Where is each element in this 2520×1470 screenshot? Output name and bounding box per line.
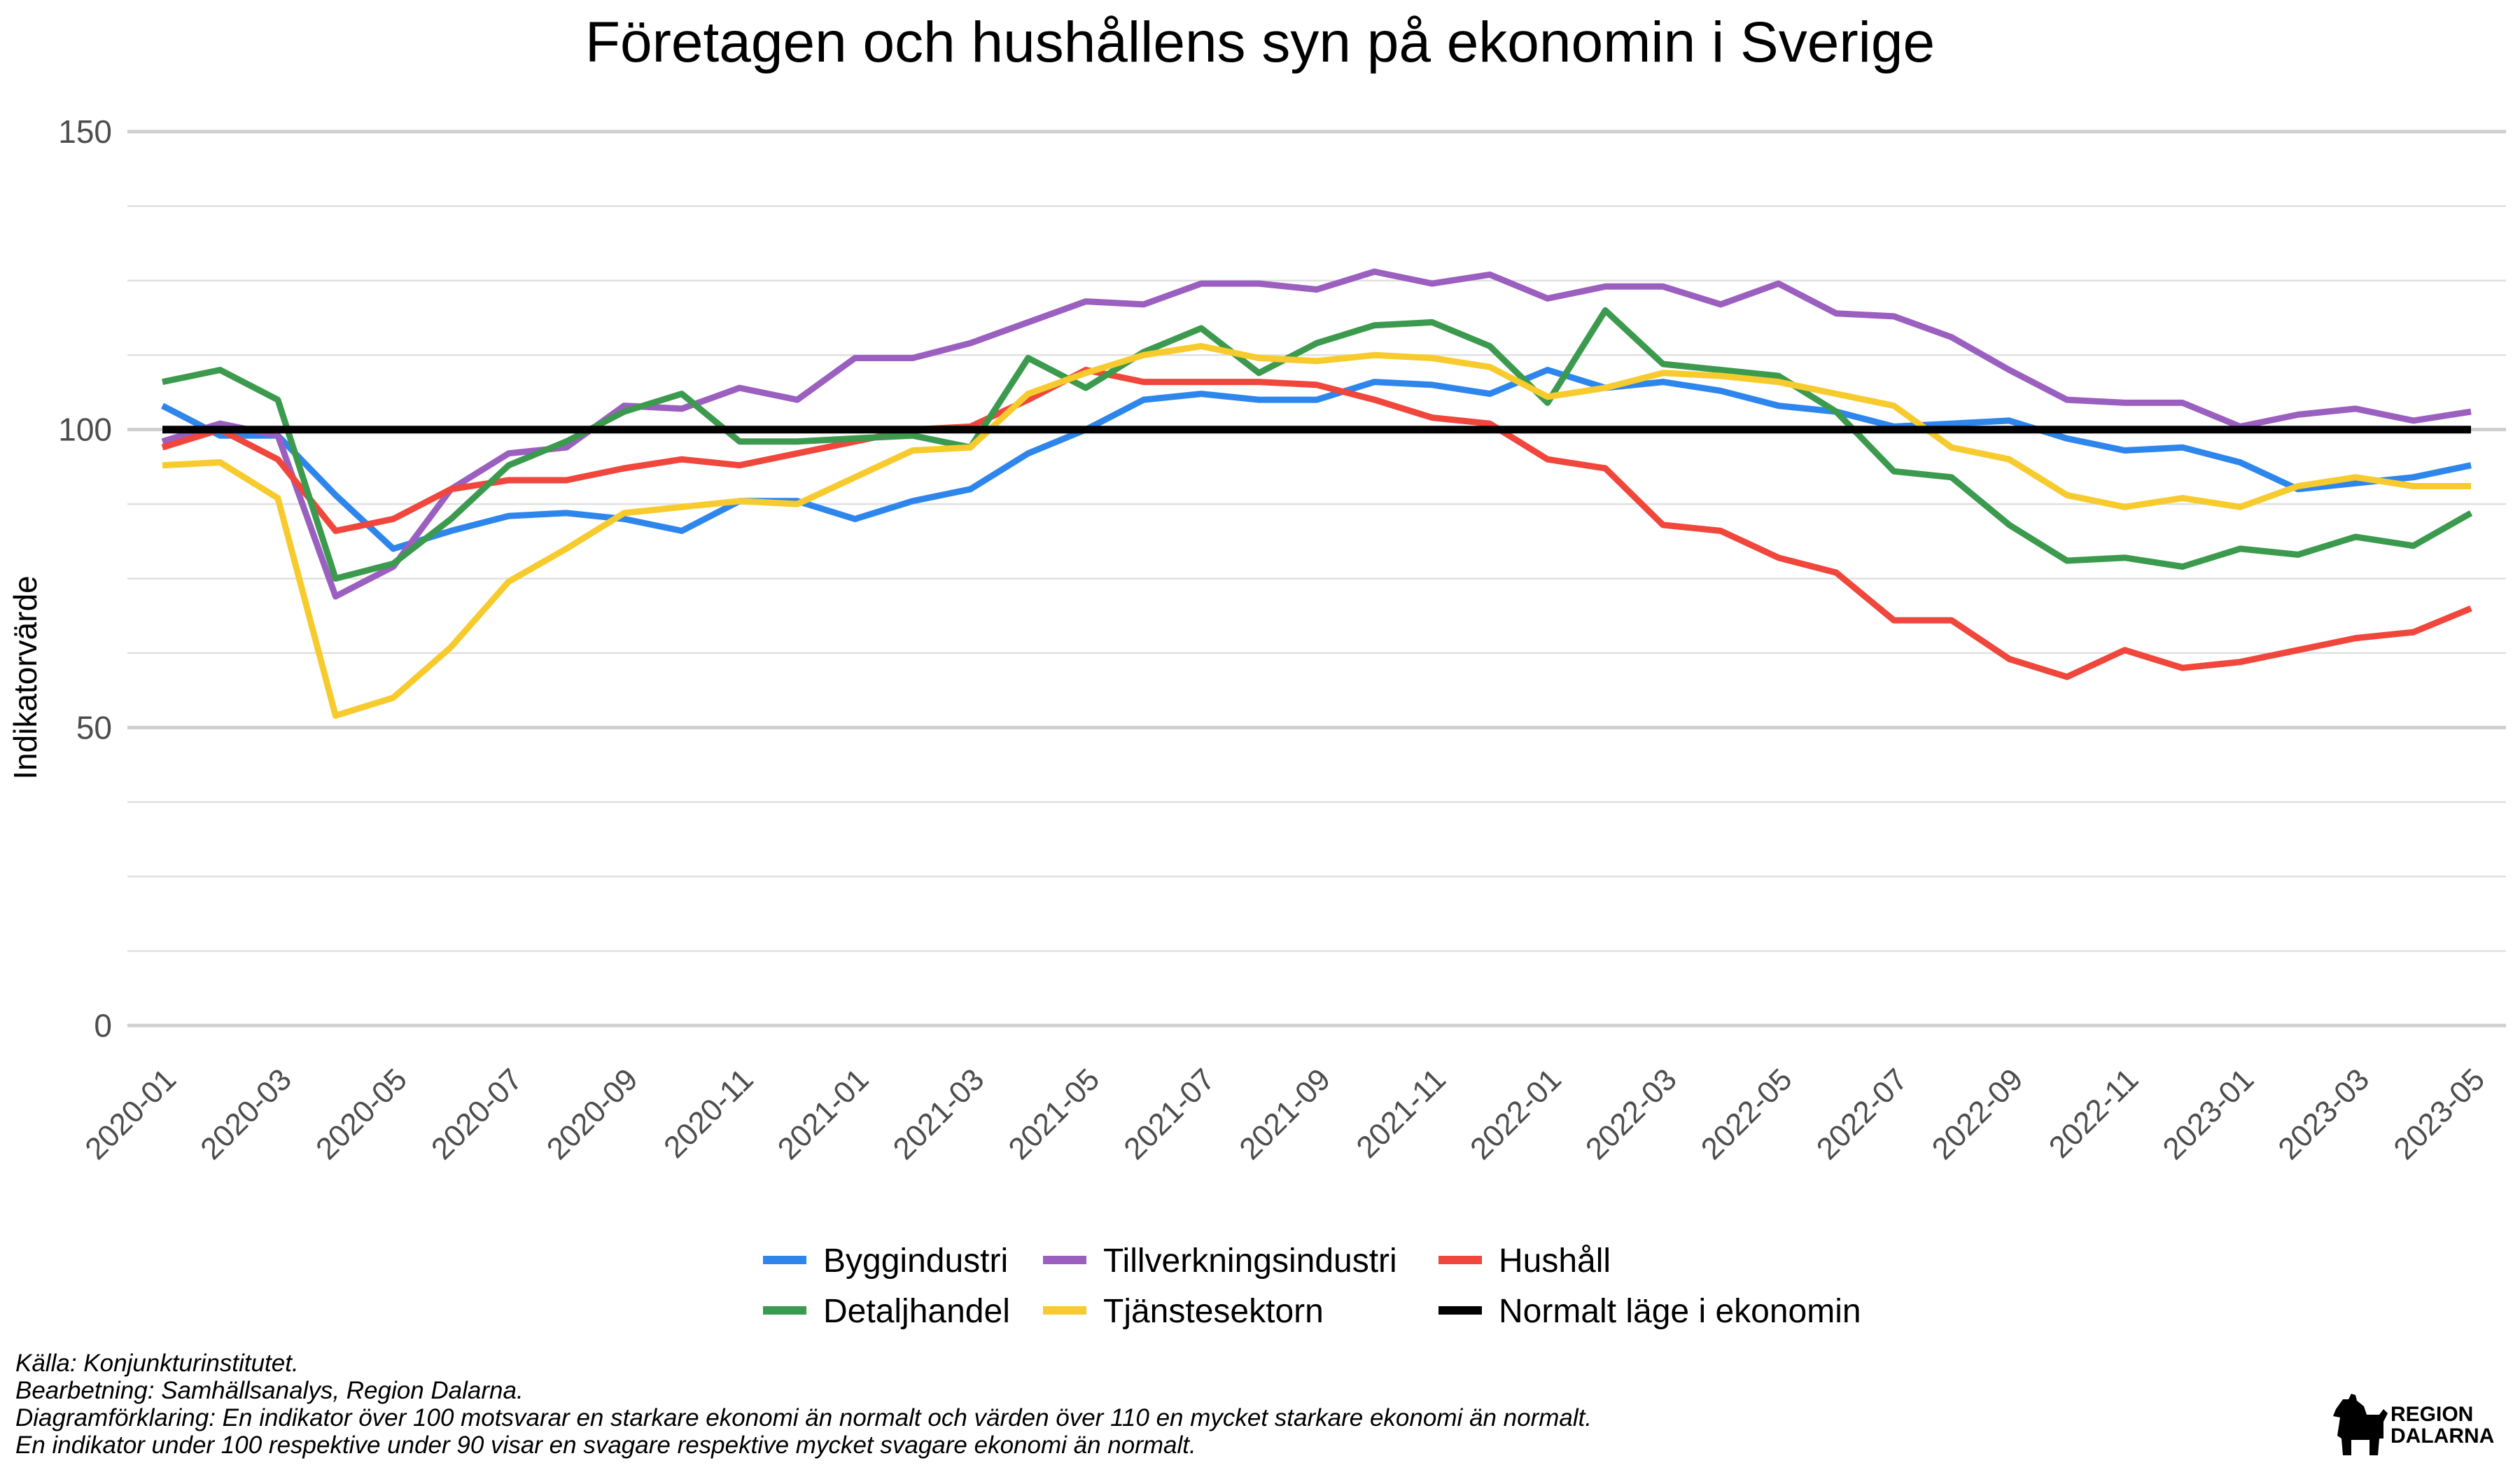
dala-horse-icon — [2333, 1394, 2388, 1455]
caption-source: Källa: Konjunkturinstitutet. — [15, 1350, 299, 1377]
y-tick-label: 150 — [58, 113, 112, 150]
x-tick-label: 2020-09 — [540, 1062, 645, 1166]
y-tick-label: 100 — [58, 412, 112, 448]
legend-label: Byggindustri — [823, 1242, 1008, 1280]
logo-line-2: DALARNA — [2390, 1424, 2495, 1448]
grid-lines — [127, 130, 2506, 1028]
x-axis: 2020-01 2020-03 2020-05 2020-07 2020-09 2020-… — [78, 1062, 2491, 1166]
y-tick-label: 50 — [76, 709, 112, 746]
caption-explanation-2: En indikator under 100 respektive under … — [15, 1432, 1196, 1459]
x-tick-label: 2023-03 — [2272, 1062, 2376, 1166]
x-tick-label: 2020-11 — [657, 1062, 760, 1165]
x-tick-label: 2020-01 — [78, 1062, 183, 1166]
x-tick-label: 2020-07 — [425, 1062, 529, 1166]
series-line-tillverkningsindustri — [161, 268, 2472, 600]
x-tick-label: 2022-01 — [1464, 1062, 1568, 1166]
region-dalarna-logo: REGION DALARNA — [2328, 1390, 2510, 1460]
x-tick-label: 2022-07 — [1810, 1062, 1914, 1166]
legend: Byggindustri Tillverkningsindustri Hushåll… — [763, 1242, 1861, 1330]
captions: Källa: Konjunkturinstitutet. Bearbetning… — [15, 1350, 1592, 1459]
legend-label: Tillverkningsindustri — [1103, 1242, 1397, 1280]
series-line-tj-nstesektorn — [162, 343, 2471, 719]
logo-line-1: REGION — [2390, 1403, 2474, 1426]
legend-label: Detaljhandel — [823, 1293, 1010, 1330]
series-line-detaljhandel — [162, 307, 2473, 582]
caption-processing: Bearbetning: Samhällsanalys, Region Dala… — [15, 1377, 524, 1404]
x-tick-label: 2021-01 — [771, 1062, 876, 1166]
x-tick-label: 2021-09 — [1233, 1062, 1337, 1166]
chart-title: Företagen och hushållens syn på ekonomin… — [584, 10, 1935, 74]
x-tick-label: 2023-01 — [2156, 1062, 2260, 1166]
y-axis: 0 50 100 150 — [58, 113, 112, 1044]
x-tick-label: 2021-05 — [1002, 1062, 1106, 1166]
series-lines — [160, 268, 2473, 719]
legend-label: Normalt läge i ekonomin — [1499, 1293, 1861, 1330]
legend-label: Tjänstesektorn — [1103, 1293, 1324, 1330]
x-tick-label: 2023-05 — [2387, 1062, 2491, 1166]
x-tick-label: 2022-03 — [1579, 1062, 1684, 1166]
x-tick-label: 2021-11 — [1350, 1062, 1452, 1165]
x-tick-label: 2020-03 — [194, 1062, 298, 1166]
y-tick-label: 0 — [94, 1007, 112, 1044]
caption-explanation-1: Diagramförklaring: En indikator över 100… — [15, 1404, 1592, 1432]
x-tick-label: 2021-07 — [1117, 1062, 1222, 1166]
x-tick-label: 2020-05 — [309, 1062, 414, 1166]
x-tick-label: 2022-11 — [2043, 1062, 2146, 1165]
x-tick-label: 2021-03 — [887, 1062, 991, 1166]
x-tick-label: 2022-05 — [1695, 1062, 1799, 1166]
series-line-hush-ll — [161, 367, 2472, 680]
legend-label: Hushåll — [1499, 1242, 1611, 1280]
series-line-byggindustri — [160, 367, 2472, 552]
logo-text: REGION DALARNA — [2390, 1404, 2494, 1447]
y-axis-label: Indikatorvärde — [7, 575, 43, 780]
x-tick-label: 2022-09 — [1926, 1062, 2030, 1166]
